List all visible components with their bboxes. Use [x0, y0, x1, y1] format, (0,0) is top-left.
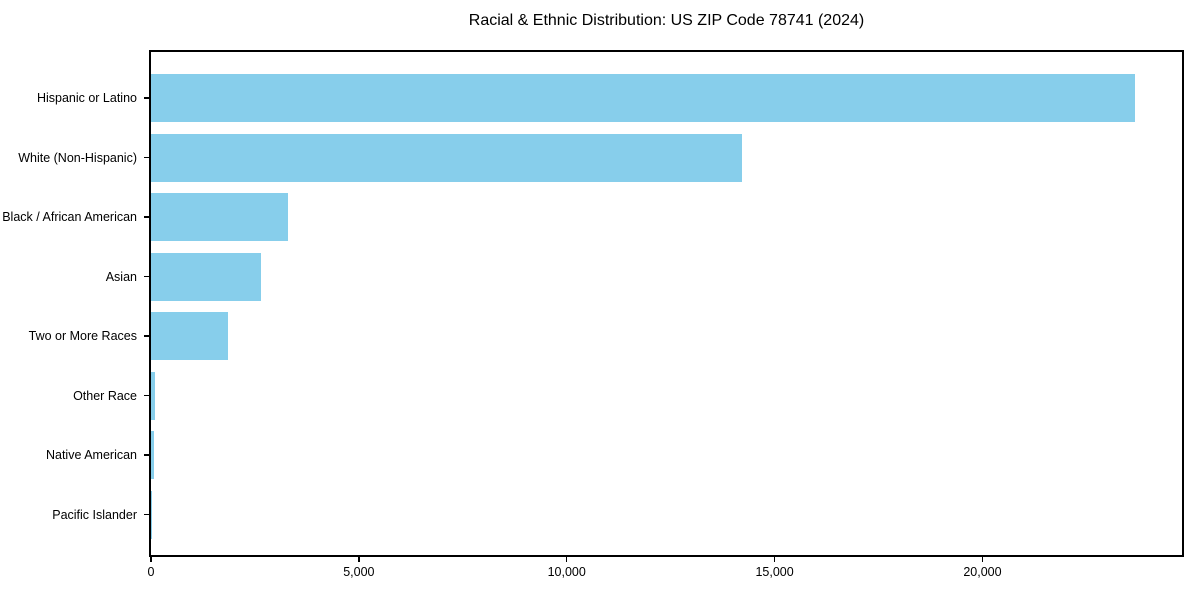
y-tick-mark [144, 394, 149, 397]
x-tick-label-0: 0 [147, 565, 155, 579]
y-tick-label-hispanic-or-latino: Hispanic or Latino [36, 91, 137, 105]
y-tick-mark [144, 156, 149, 159]
y-tick-mark [144, 275, 149, 278]
x-tick-mark [565, 557, 568, 562]
bar-asian [151, 252, 262, 301]
y-tick-mark [144, 454, 149, 456]
x-tick-label-20-000: 20,000 [963, 565, 1002, 579]
x-tick-mark [981, 557, 984, 562]
bar-native-american [151, 431, 154, 479]
y-tick-label-other-race: Other Race [73, 388, 137, 403]
bar-other-race [151, 371, 155, 420]
x-tick-mark [358, 557, 360, 562]
bar-white-non-hispanic [151, 133, 742, 182]
x-tick-label-5-000: 5,000 [343, 565, 375, 579]
y-tick-label-white-non-hispanic: White (Non-Hispanic) [18, 150, 137, 165]
y-tick-mark [144, 216, 149, 218]
x-tick-mark [773, 557, 776, 562]
y-tick-label-two-or-more-races: Two or More Races [28, 329, 137, 343]
x-tick-label-10-000: 10,000 [547, 565, 586, 579]
y-tick-label-black-african-american: Black / African American [2, 210, 137, 224]
y-tick-mark [144, 335, 149, 337]
bar-pacific-islander [151, 490, 152, 539]
x-tick-label-15-000: 15,000 [755, 565, 794, 579]
bar-two-or-more-races [151, 312, 229, 360]
bar-hispanic-or-latino [151, 74, 1135, 122]
bar-black-african-american [151, 193, 289, 241]
y-tick-label-asian: Asian [105, 269, 137, 284]
chart-title: Racial & Ethnic Distribution: US ZIP Cod… [468, 12, 865, 29]
y-tick-mark [144, 513, 149, 516]
plot-area [149, 50, 1184, 557]
y-tick-label-native-american: Native American [45, 448, 137, 462]
x-tick-mark [150, 557, 152, 562]
y-tick-label-pacific-islander: Pacific Islander [52, 507, 137, 522]
y-tick-mark [144, 97, 149, 99]
